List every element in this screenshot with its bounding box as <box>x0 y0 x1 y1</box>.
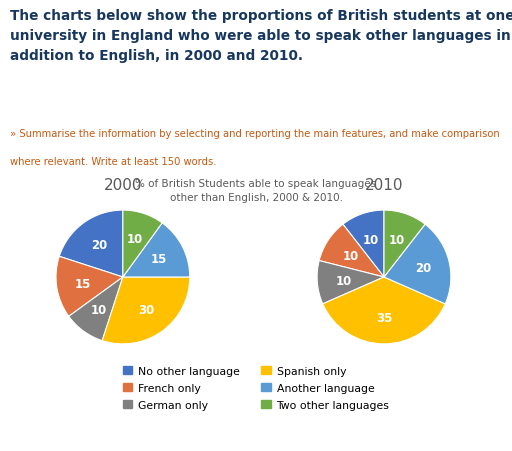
Text: 10: 10 <box>336 274 352 287</box>
Text: 30: 30 <box>138 303 155 316</box>
Text: % of British Students able to speak languages
other than English, 2000 & 2010.: % of British Students able to speak lang… <box>136 178 376 202</box>
Wedge shape <box>323 277 445 344</box>
Wedge shape <box>319 225 384 277</box>
Text: 10: 10 <box>363 233 379 246</box>
Wedge shape <box>384 211 425 277</box>
Wedge shape <box>102 277 190 344</box>
Text: 15: 15 <box>151 253 167 266</box>
Title: 2010: 2010 <box>365 178 403 193</box>
Text: 10: 10 <box>389 233 405 246</box>
Text: The charts below show the proportions of British students at one
university in E: The charts below show the proportions of… <box>10 9 512 63</box>
Wedge shape <box>384 225 451 304</box>
Text: » Summarise the information by selecting and reporting the main features, and ma: » Summarise the information by selecting… <box>10 129 500 139</box>
Text: 20: 20 <box>415 261 431 274</box>
Text: 15: 15 <box>75 277 92 290</box>
Text: where relevant. Write at least 150 words.: where relevant. Write at least 150 words… <box>10 156 217 166</box>
Wedge shape <box>69 277 123 341</box>
Text: 10: 10 <box>127 233 143 246</box>
Text: 35: 35 <box>376 311 392 324</box>
Wedge shape <box>123 223 190 277</box>
Title: 2000: 2000 <box>103 178 142 193</box>
Text: 20: 20 <box>91 239 108 252</box>
Text: 10: 10 <box>91 303 108 316</box>
Wedge shape <box>343 211 384 277</box>
Wedge shape <box>317 261 384 304</box>
Wedge shape <box>56 257 123 317</box>
Wedge shape <box>123 211 162 277</box>
Text: 10: 10 <box>343 249 358 262</box>
Wedge shape <box>59 211 123 277</box>
Legend: No other language, French only, German only, Spanish only, Another language, Two: No other language, French only, German o… <box>118 362 394 414</box>
